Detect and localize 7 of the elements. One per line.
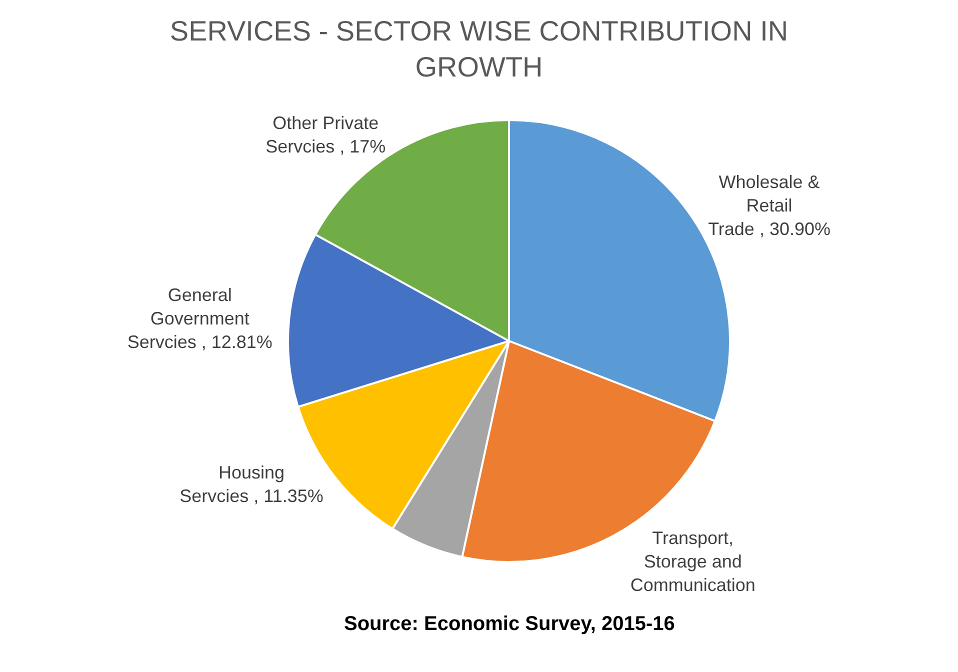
slice-label: Other Private Servcies , 17% [266,113,386,156]
source-note: Source: Economic Survey, 2015-16 [344,613,675,635]
slice-label: Wholesale & Retail Trade , 30.90% [708,172,830,239]
slice-label: Transport, Storage and Communication [630,528,756,595]
slice-label: Housing Servcies , 11.35% [180,462,324,506]
slice-label: General Government Servcies , 12.81% [127,285,272,352]
chart-title: SERVICES - SECTOR WISE CONTRIBUTION IN GROWTH [170,15,788,83]
